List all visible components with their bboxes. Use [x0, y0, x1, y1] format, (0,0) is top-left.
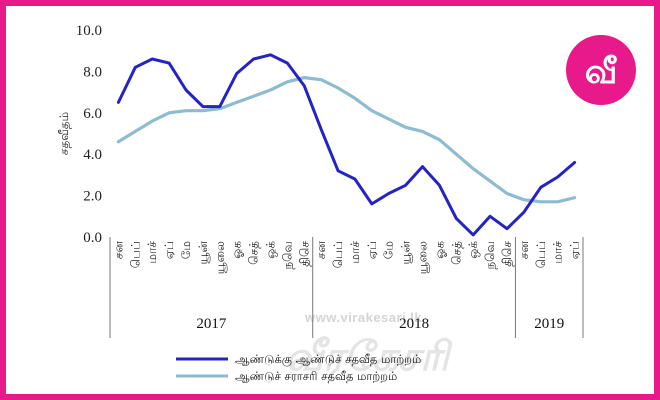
- x-category-label: ஏப்: [568, 241, 582, 259]
- logo-glyph: வீ: [585, 52, 618, 92]
- x-category-label: ஓக: [432, 241, 446, 259]
- y-axis-ticks: 0.0 2.0 4.0 6.0 8.0 10.0: [76, 23, 102, 246]
- x-category-label: நவெ: [280, 241, 294, 270]
- watermark-url: www.virakesari.lk: [304, 310, 422, 325]
- x-category-label: ஒக்: [466, 241, 480, 259]
- x-category-label: யூலை: [213, 241, 227, 274]
- x-category-label: சன: [314, 241, 328, 260]
- x-category-label: திசெ: [297, 241, 311, 267]
- x-category-label: ஏப்: [162, 241, 176, 259]
- x-category-label: யூலை: [416, 241, 430, 274]
- series-line: [116, 53, 577, 237]
- x-category-label: பெப்: [128, 241, 142, 268]
- y-axis-label: சதவீதம்: [57, 112, 71, 155]
- legend-label: ஆண்டுச் சராசரி சதவீத மாற்றம்: [235, 369, 397, 383]
- y-tick-label: 4.0: [83, 147, 102, 163]
- x-category-label: திசெ: [500, 241, 514, 267]
- x-category-label: பெப்: [534, 241, 548, 268]
- x-category-label: சன: [517, 241, 531, 260]
- x-category-label: பெப்: [331, 241, 345, 268]
- x-axis-categories: சன பெப் மாச் ஏப் மே யூன் யூலை ஓக செத் ஒக் நவெ திசெ ச…: [111, 241, 581, 275]
- x-category-label: நவெ: [483, 241, 497, 270]
- watermark-brand: வீரகேசரி: [285, 334, 453, 380]
- x-category-label: மே: [382, 241, 396, 259]
- x-category-label: மாச்: [551, 241, 565, 264]
- y-tick-label: 0.0: [83, 230, 102, 246]
- x-category-label: செத்: [247, 241, 261, 265]
- year-group-label: 2019: [534, 316, 564, 332]
- x-category-label: ஓக: [230, 241, 244, 259]
- x-category-label: யூன்: [196, 241, 210, 265]
- x-category-label: மாச்: [145, 241, 159, 264]
- x-category-label: ஏப்: [365, 241, 379, 259]
- watermark: www.virakesari.lk வீரகேசரி: [285, 310, 453, 380]
- x-axis-year-groups: 2017 2018 2019: [109, 237, 584, 338]
- legend: ஆண்டுக்கு ஆண்டுச் சதவீத மாற்றம் ஆண்டுச் ச…: [176, 352, 421, 383]
- series-line: [116, 75, 577, 204]
- legend-label: ஆண்டுக்கு ஆண்டுச் சதவீத மாற்றம்: [235, 352, 421, 366]
- y-tick-label: 2.0: [83, 189, 102, 205]
- series-lines: [116, 53, 577, 237]
- y-tick-label: 10.0: [76, 23, 102, 39]
- y-tick-label: 6.0: [83, 106, 102, 122]
- y-tick-label: 8.0: [83, 64, 102, 80]
- x-category-label: யூன்: [399, 241, 413, 265]
- year-group-label: 2017: [196, 316, 227, 332]
- x-category-label: ஒக்: [263, 241, 277, 259]
- virakesari-logo: வீ: [566, 35, 636, 105]
- x-category-label: செத்: [449, 241, 463, 265]
- x-category-label: மே: [179, 241, 193, 259]
- year-group-label: 2018: [399, 316, 429, 332]
- x-category-label: மாச்: [348, 241, 362, 264]
- logo-circle: [566, 35, 636, 105]
- x-category-label: சன: [111, 241, 125, 260]
